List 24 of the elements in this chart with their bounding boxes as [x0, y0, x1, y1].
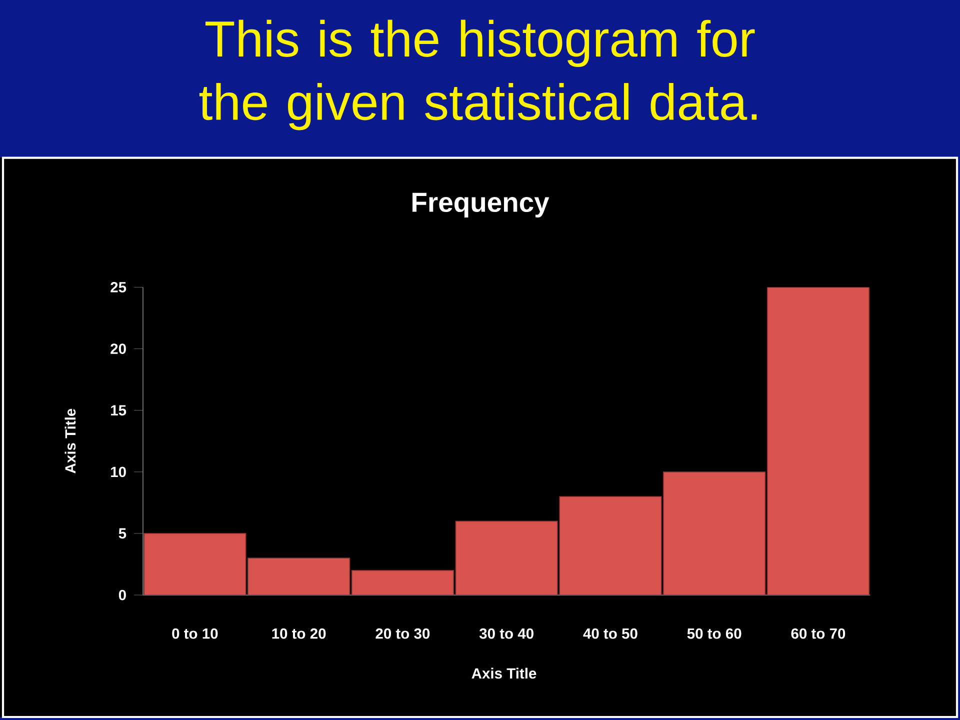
chart-subtitle: Frequency: [412, 192, 550, 218]
bar: [144, 533, 246, 596]
bar: [559, 496, 662, 596]
y-tick-label: 20: [110, 344, 126, 354]
y-tick-label: 15: [111, 405, 126, 416]
x-tick-label: 60 to 70: [791, 628, 846, 639]
bar: [663, 471, 766, 596]
bar: [351, 570, 454, 596]
y-tick-label: 25: [110, 282, 126, 292]
x-tick-label: 20 to 30: [376, 628, 430, 639]
x-tick-label: 30 to 40: [479, 628, 534, 639]
x-tick-label: 50 to 60: [687, 628, 742, 639]
x-tick-label: 40 to 50: [583, 628, 638, 639]
y-tick-label: 0: [118, 590, 126, 600]
x-axis-title: Axis Title: [472, 668, 536, 679]
bar: [455, 520, 558, 596]
bar: [766, 287, 870, 596]
x-tick-label: 10 to 20: [272, 628, 326, 639]
x-tick-label: 0 to 10: [172, 628, 218, 639]
bar: [247, 558, 350, 596]
chart-title: This is the histogram for the given statistical data.: [199, 20, 757, 130]
y-tick-label: 5: [118, 528, 126, 539]
y-tick-label: 10: [111, 466, 126, 478]
y-axis-title: Axis Title: [64, 408, 76, 474]
